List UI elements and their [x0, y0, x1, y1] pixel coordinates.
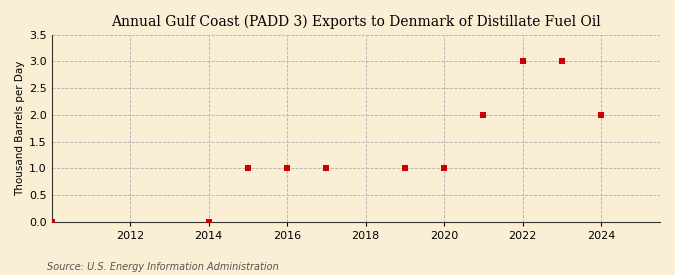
Point	[478, 113, 489, 117]
Point	[556, 59, 567, 64]
Point	[517, 59, 528, 64]
Point	[282, 166, 293, 170]
Point	[47, 219, 57, 224]
Title: Annual Gulf Coast (PADD 3) Exports to Denmark of Distillate Fuel Oil: Annual Gulf Coast (PADD 3) Exports to De…	[111, 15, 601, 29]
Point	[596, 113, 607, 117]
Point	[321, 166, 332, 170]
Point	[242, 166, 253, 170]
Point	[439, 166, 450, 170]
Text: Source: U.S. Energy Information Administration: Source: U.S. Energy Information Administ…	[47, 262, 279, 272]
Y-axis label: Thousand Barrels per Day: Thousand Barrels per Day	[15, 60, 25, 196]
Point	[400, 166, 410, 170]
Point	[203, 219, 214, 224]
